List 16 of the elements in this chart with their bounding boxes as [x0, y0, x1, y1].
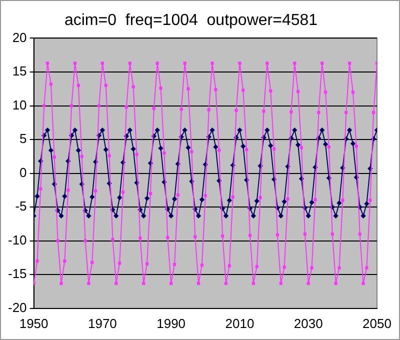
y-tick-label: 15 — [12, 64, 27, 79]
y-tick-label: 5 — [20, 131, 27, 146]
chart-title: acim=0 freq=1004 outpower=4581 — [64, 12, 318, 30]
x-tick-label: 2030 — [294, 316, 323, 331]
y-tick-label: -20 — [8, 300, 27, 315]
x-tick-label: 1970 — [88, 316, 117, 331]
x-tick-label: 2010 — [225, 316, 254, 331]
x-tick-label: 2050 — [362, 316, 392, 331]
y-tick-label: 0 — [20, 164, 27, 180]
x-tick-label: 1990 — [156, 316, 186, 331]
y-tick-label: -15 — [8, 266, 27, 282]
y-tick-label: -10 — [8, 232, 27, 248]
y-tick-label: -5 — [15, 198, 27, 214]
x-tick-label: 1950 — [19, 316, 48, 331]
y-tick-label: 20 — [12, 30, 27, 45]
y-tick-label: 10 — [12, 97, 27, 112]
